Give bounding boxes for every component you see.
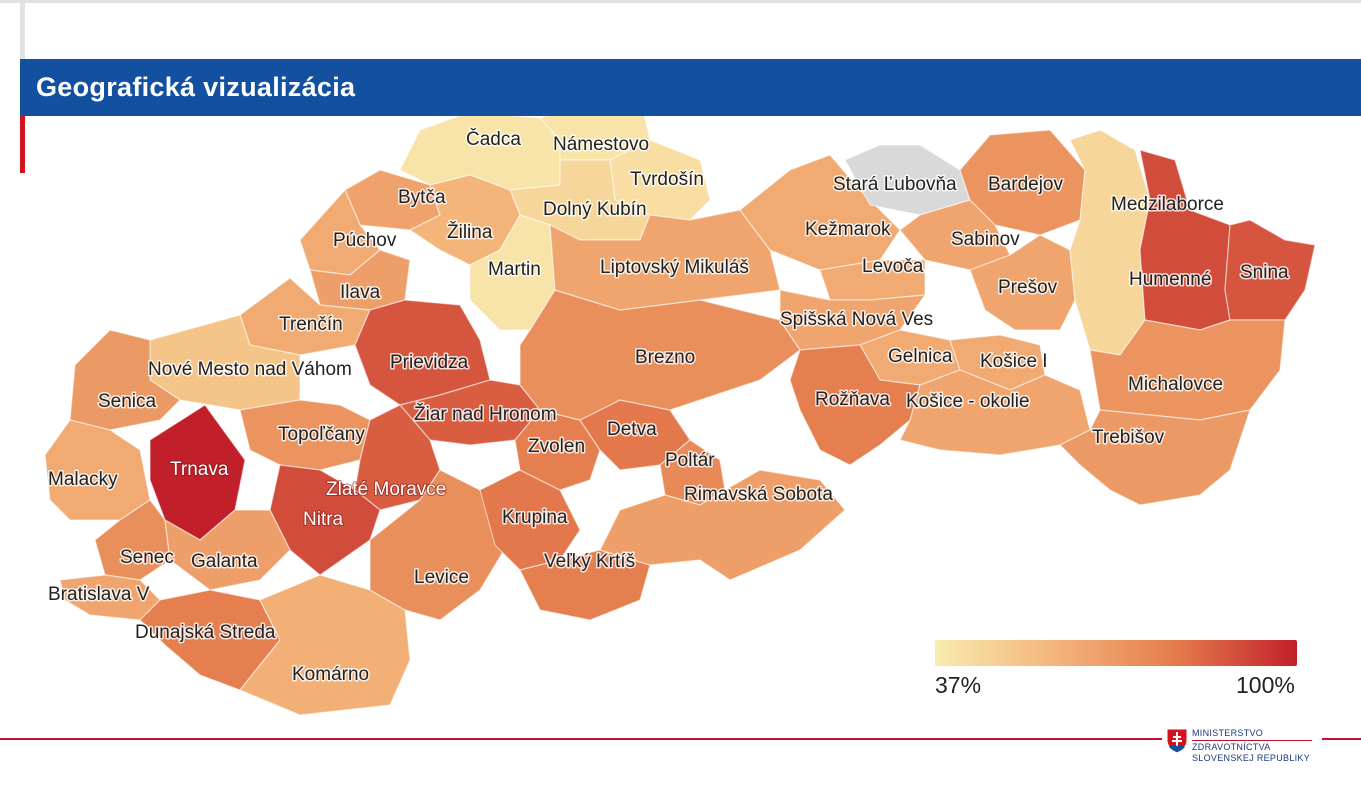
left-accent-gray [20,3,25,59]
district-label-kosice-i: Košice I [980,351,1048,372]
legend-min-label: 37% [935,672,982,698]
legend-color-scale [935,640,1297,666]
district-levice [369,469,511,621]
district-label-nitra: Nitra [303,509,344,530]
slovak-coat-of-arms-icon [1166,728,1188,754]
district-label-rimavska-sobota: Rimavská Sobota [684,484,833,505]
district-label-namestovo: Námestovo [553,134,649,155]
district-label-detva: Detva [607,419,657,440]
district-label-medzilaborce: Medzilaborce [1111,194,1224,215]
district-velky-krtis [519,549,651,621]
footer-divider [0,738,1361,740]
district-label-sabinov: Sabinov [951,229,1020,250]
legend-max-label: 100% [1236,672,1295,698]
district-label-bratislava-v: Bratislava V [48,584,150,605]
logo-line-1: MINISTERSTVO [1192,728,1264,738]
district-label-zvolen: Zvolen [528,436,585,457]
ministry-logo-text: MINISTERSTVO ZDRAVOTNÍCTVA SLOVENSKEJ RE… [1192,728,1312,764]
district-label-trnava: Trnava [170,459,229,480]
district-label-cadca: Čadca [466,128,521,150]
district-label-dunajska-streda: Dunajská Streda [135,622,276,643]
left-accent-red [20,116,25,173]
district-label-presov: Prešov [998,277,1058,298]
district-label-senec: Senec [120,547,174,568]
district-rimavska-sobota [599,469,846,581]
district-label-velky-krtis: Veľký Krtíš [544,551,635,572]
logo-line-3: SLOVENSKEJ REPUBLIKY [1192,753,1311,763]
district-label-spisska-nova-ves: Spišská Nová Ves [780,309,933,330]
district-label-bardejov: Bardejov [988,174,1063,195]
logo-separator [1192,740,1312,741]
district-label-snina: Snina [1240,262,1289,283]
district-komarno [239,574,411,716]
district-label-stara-lubovna: Stará Ľubovňa [833,174,957,195]
district-label-topolcany: Topoľčany [278,424,365,445]
district-sabinov [899,199,1011,271]
map-regions [44,81,1316,716]
district-label-malacky: Malacky [48,469,118,490]
legend [912,622,1316,718]
district-label-trencin: Trenčín [279,314,343,335]
district-roznava [789,344,921,466]
district-label-brezno: Brezno [635,347,695,368]
district-label-komarno: Komárno [292,664,369,685]
district-label-levice: Levice [414,567,469,588]
district-label-roznava: Rožňava [815,389,890,410]
district-label-prievidza: Prievidza [390,352,469,373]
district-label-ilava: Ilava [340,282,381,303]
district-trebisov [1058,409,1251,506]
district-liptovsky-mikulas [549,209,781,311]
district-label-dolny-kubin: Dolný Kubín [543,199,647,220]
district-label-puchov: Púchov [333,230,397,251]
district-label-gelnica: Gelnica [888,346,953,367]
district-label-humenne: Humenné [1129,269,1211,290]
district-medzilaborce [1069,129,1151,356]
district-snina [1224,219,1316,321]
district-label-kezmarok: Kežmarok [805,219,891,240]
district-label-martin: Martin [488,259,541,280]
district-label-ziar-nad-hronom: Žiar nad Hronom [414,403,557,425]
district-label-krupina: Krupina [502,507,568,528]
district-label-kosice-okolie: Košice - okolie [906,391,1030,412]
district-label-zlate-moravce: Zlaté Moravce [326,479,446,500]
district-label-bytca: Bytča [398,187,446,208]
ministry-logo: MINISTERSTVO ZDRAVOTNÍCTVA SLOVENSKEJ RE… [1162,726,1322,766]
district-label-senica: Senica [98,391,157,412]
district-label-galanta: Galanta [191,551,258,572]
district-label-trebisov: Trebišov [1092,427,1165,448]
district-label-levoca: Levoča [862,256,924,277]
district-label-tvrdosin: Tvrdošín [630,169,704,190]
district-label-nove-mesto-nad-vahom: Nové Mesto nad Váhom [148,359,352,380]
logo-line-2: ZDRAVOTNÍCTVA [1192,742,1271,752]
district-galanta [164,509,291,591]
district-prievidza [354,299,491,406]
district-kosice-okolie [899,369,1091,456]
district-label-liptovsky-mikulas: Liptovský Mikuláš [600,257,749,278]
district-label-poltar: Poltár [665,450,715,471]
district-humenne [1139,149,1231,331]
top-border [0,0,1361,3]
page-title: Geografická vizualizácia [20,59,1361,116]
district-label-michalovce: Michalovce [1128,374,1223,395]
district-label-zilina: Žilina [447,221,493,243]
